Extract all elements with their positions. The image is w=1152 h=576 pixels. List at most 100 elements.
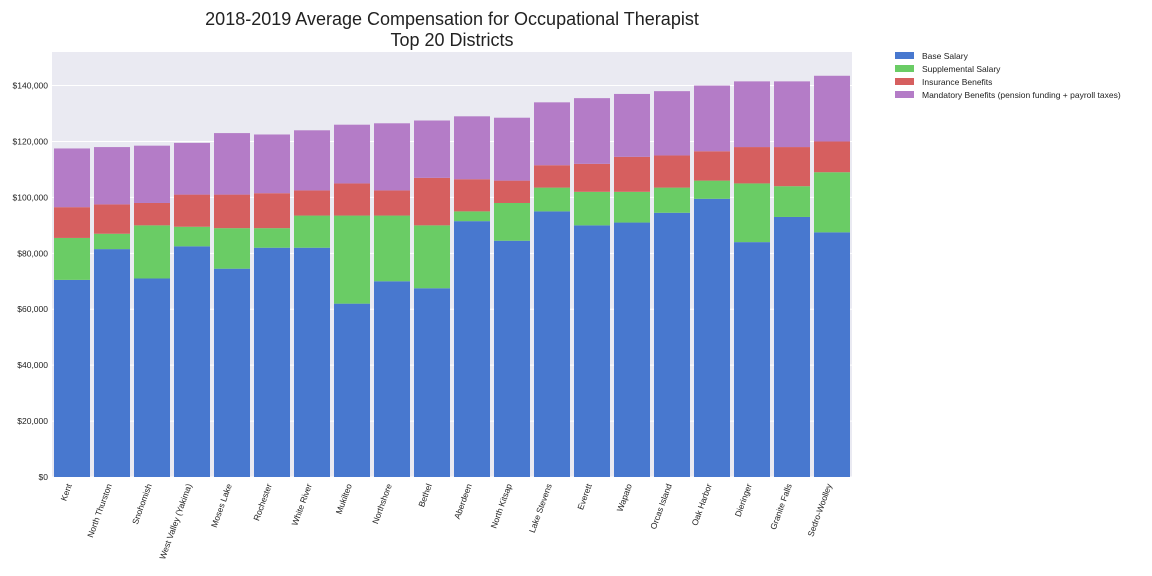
bar-insurance-benefits xyxy=(54,207,90,238)
x-tick-label: Moses Lake xyxy=(209,482,234,529)
bar-base-salary xyxy=(294,247,330,477)
bar-mandatory-benefits-pension-funding-payroll-taxes xyxy=(574,98,610,164)
legend-swatch xyxy=(895,91,914,98)
y-tick-label: $80,000 xyxy=(17,248,48,258)
bar-mandatory-benefits-pension-funding-payroll-taxes xyxy=(94,147,130,205)
bar-mandatory-benefits-pension-funding-payroll-taxes xyxy=(174,142,210,195)
bar-mandatory-benefits-pension-funding-payroll-taxes xyxy=(534,102,570,166)
y-tick-label: $0 xyxy=(39,472,49,482)
bar-mandatory-benefits-pension-funding-payroll-taxes xyxy=(254,134,290,194)
bar-mandatory-benefits-pension-funding-payroll-taxes xyxy=(734,81,770,148)
x-tick-label: Dieringer xyxy=(733,482,754,518)
bar-supplemental-salary xyxy=(374,215,410,282)
bar-base-salary xyxy=(774,216,810,477)
bar-mandatory-benefits-pension-funding-payroll-taxes xyxy=(214,133,250,195)
bar-mandatory-benefits-pension-funding-payroll-taxes xyxy=(334,124,370,184)
bar-supplemental-salary xyxy=(454,211,490,222)
bar-insurance-benefits xyxy=(334,183,370,216)
bar-base-salary xyxy=(54,279,90,477)
y-tick-label: $40,000 xyxy=(17,360,48,370)
bar-insurance-benefits xyxy=(494,180,530,203)
x-tick-label: Wapato xyxy=(615,482,634,513)
y-tick-label: $60,000 xyxy=(17,304,48,314)
legend-swatch xyxy=(895,78,914,85)
bar-insurance-benefits xyxy=(734,147,770,184)
x-tick-label: Granite Falls xyxy=(768,482,794,531)
bar-insurance-benefits xyxy=(774,147,810,187)
bar-supplemental-salary xyxy=(814,172,850,233)
bar-supplemental-salary xyxy=(134,225,170,279)
bar-supplemental-salary xyxy=(774,186,810,217)
bar-base-salary xyxy=(334,303,370,477)
bar-supplemental-salary xyxy=(214,228,250,269)
legend: Base Salary Supplemental Salary Insurance … xyxy=(895,51,1121,100)
bar-insurance-benefits xyxy=(534,165,570,188)
bar-supplemental-salary xyxy=(694,180,730,199)
bar-mandatory-benefits-pension-funding-payroll-taxes xyxy=(454,116,490,180)
bar-mandatory-benefits-pension-funding-payroll-taxes xyxy=(694,85,730,152)
bar-insurance-benefits xyxy=(294,190,330,216)
x-tick-label: Snohomish xyxy=(130,482,154,526)
x-tick-label: Kent xyxy=(58,482,74,502)
bar-supplemental-salary xyxy=(254,228,290,248)
bar-supplemental-salary xyxy=(94,233,130,250)
bar-supplemental-salary xyxy=(294,215,330,248)
legend-label: Base Salary xyxy=(922,51,969,61)
y-tick-label: $140,000 xyxy=(13,81,49,91)
x-tick-label: Sedro-Woolley xyxy=(805,482,834,538)
bar-insurance-benefits xyxy=(454,179,490,212)
x-tick-label: Northshore xyxy=(370,482,394,525)
bar-base-salary xyxy=(694,198,730,477)
bar-mandatory-benefits-pension-funding-payroll-taxes xyxy=(414,120,450,178)
bar-supplemental-salary xyxy=(574,191,610,226)
bar-insurance-benefits xyxy=(134,202,170,226)
bar-mandatory-benefits-pension-funding-payroll-taxes xyxy=(774,81,810,148)
chart-title: 2018-2019 Average Compensation for Occup… xyxy=(205,9,699,29)
bar-insurance-benefits xyxy=(694,151,730,181)
bar-base-salary xyxy=(494,240,530,477)
bar-mandatory-benefits-pension-funding-payroll-taxes xyxy=(134,145,170,203)
bar-insurance-benefits xyxy=(574,163,610,192)
bar-base-salary xyxy=(814,232,850,477)
x-tick-label: Rochester xyxy=(251,482,274,522)
bar-base-salary xyxy=(134,278,170,477)
legend-label: Supplemental Salary xyxy=(922,64,1001,74)
x-tick-label: Oak Harbor xyxy=(689,482,713,527)
legend-label: Insurance Benefits xyxy=(922,77,992,87)
bar-base-salary xyxy=(534,211,570,477)
bar-base-salary xyxy=(574,225,610,477)
x-tick-label: Aberdeen xyxy=(452,482,474,520)
bar-supplemental-salary xyxy=(334,215,370,304)
bar-supplemental-salary xyxy=(54,237,90,280)
x-tick-label: White River xyxy=(289,482,313,527)
bar-mandatory-benefits-pension-funding-payroll-taxes xyxy=(814,75,850,142)
y-tick-label: $120,000 xyxy=(13,136,49,146)
bar-base-salary xyxy=(614,222,650,477)
bar-insurance-benefits xyxy=(374,190,410,216)
bar-insurance-benefits xyxy=(94,204,130,234)
bar-base-salary xyxy=(414,288,450,477)
bar-insurance-benefits xyxy=(214,194,250,229)
bar-base-salary xyxy=(174,246,210,477)
bar-mandatory-benefits-pension-funding-payroll-taxes xyxy=(654,91,690,156)
bar-supplemental-salary xyxy=(734,183,770,243)
x-tick-label: North Kitsap xyxy=(488,482,513,530)
bar-mandatory-benefits-pension-funding-payroll-taxes xyxy=(54,148,90,208)
bar-base-salary xyxy=(214,268,250,477)
bar-mandatory-benefits-pension-funding-payroll-taxes xyxy=(294,130,330,191)
bar-base-salary xyxy=(94,249,130,477)
x-tick-label: Orcas Island xyxy=(648,482,674,531)
bar-base-salary xyxy=(374,281,410,477)
y-axis: $0 $20,000 $40,000 $60,000 $80,000 $100,000 $1… xyxy=(13,81,49,482)
x-tick-label: Lake Stevens xyxy=(527,482,554,534)
bar-base-salary xyxy=(734,242,770,477)
bar-supplemental-salary xyxy=(654,187,690,213)
x-tick-label: Everett xyxy=(575,482,594,511)
bar-base-salary xyxy=(254,247,290,477)
bars xyxy=(54,75,850,478)
bar-insurance-benefits xyxy=(654,155,690,188)
bar-insurance-benefits xyxy=(254,193,290,229)
bar-insurance-benefits xyxy=(614,156,650,192)
legend-label: Mandatory Benefits (pension funding + pa… xyxy=(922,90,1121,100)
bar-mandatory-benefits-pension-funding-payroll-taxes xyxy=(494,117,530,181)
